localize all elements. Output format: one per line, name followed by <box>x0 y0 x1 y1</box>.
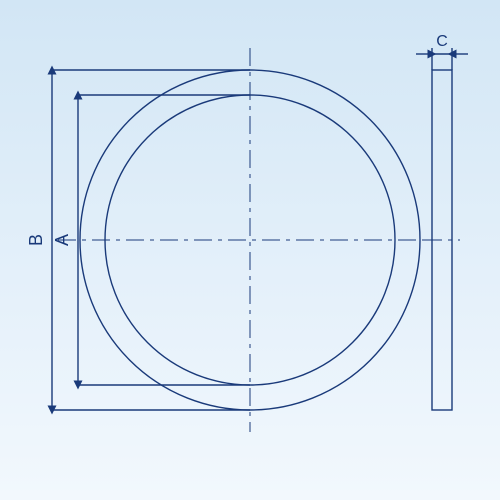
diagram-svg: BA C <box>0 0 500 500</box>
dim-a-label: A <box>52 234 72 246</box>
dim-c-label: C <box>436 33 448 50</box>
dim-b-label: B <box>26 234 46 246</box>
diagram-stage: BA C <box>0 0 500 500</box>
